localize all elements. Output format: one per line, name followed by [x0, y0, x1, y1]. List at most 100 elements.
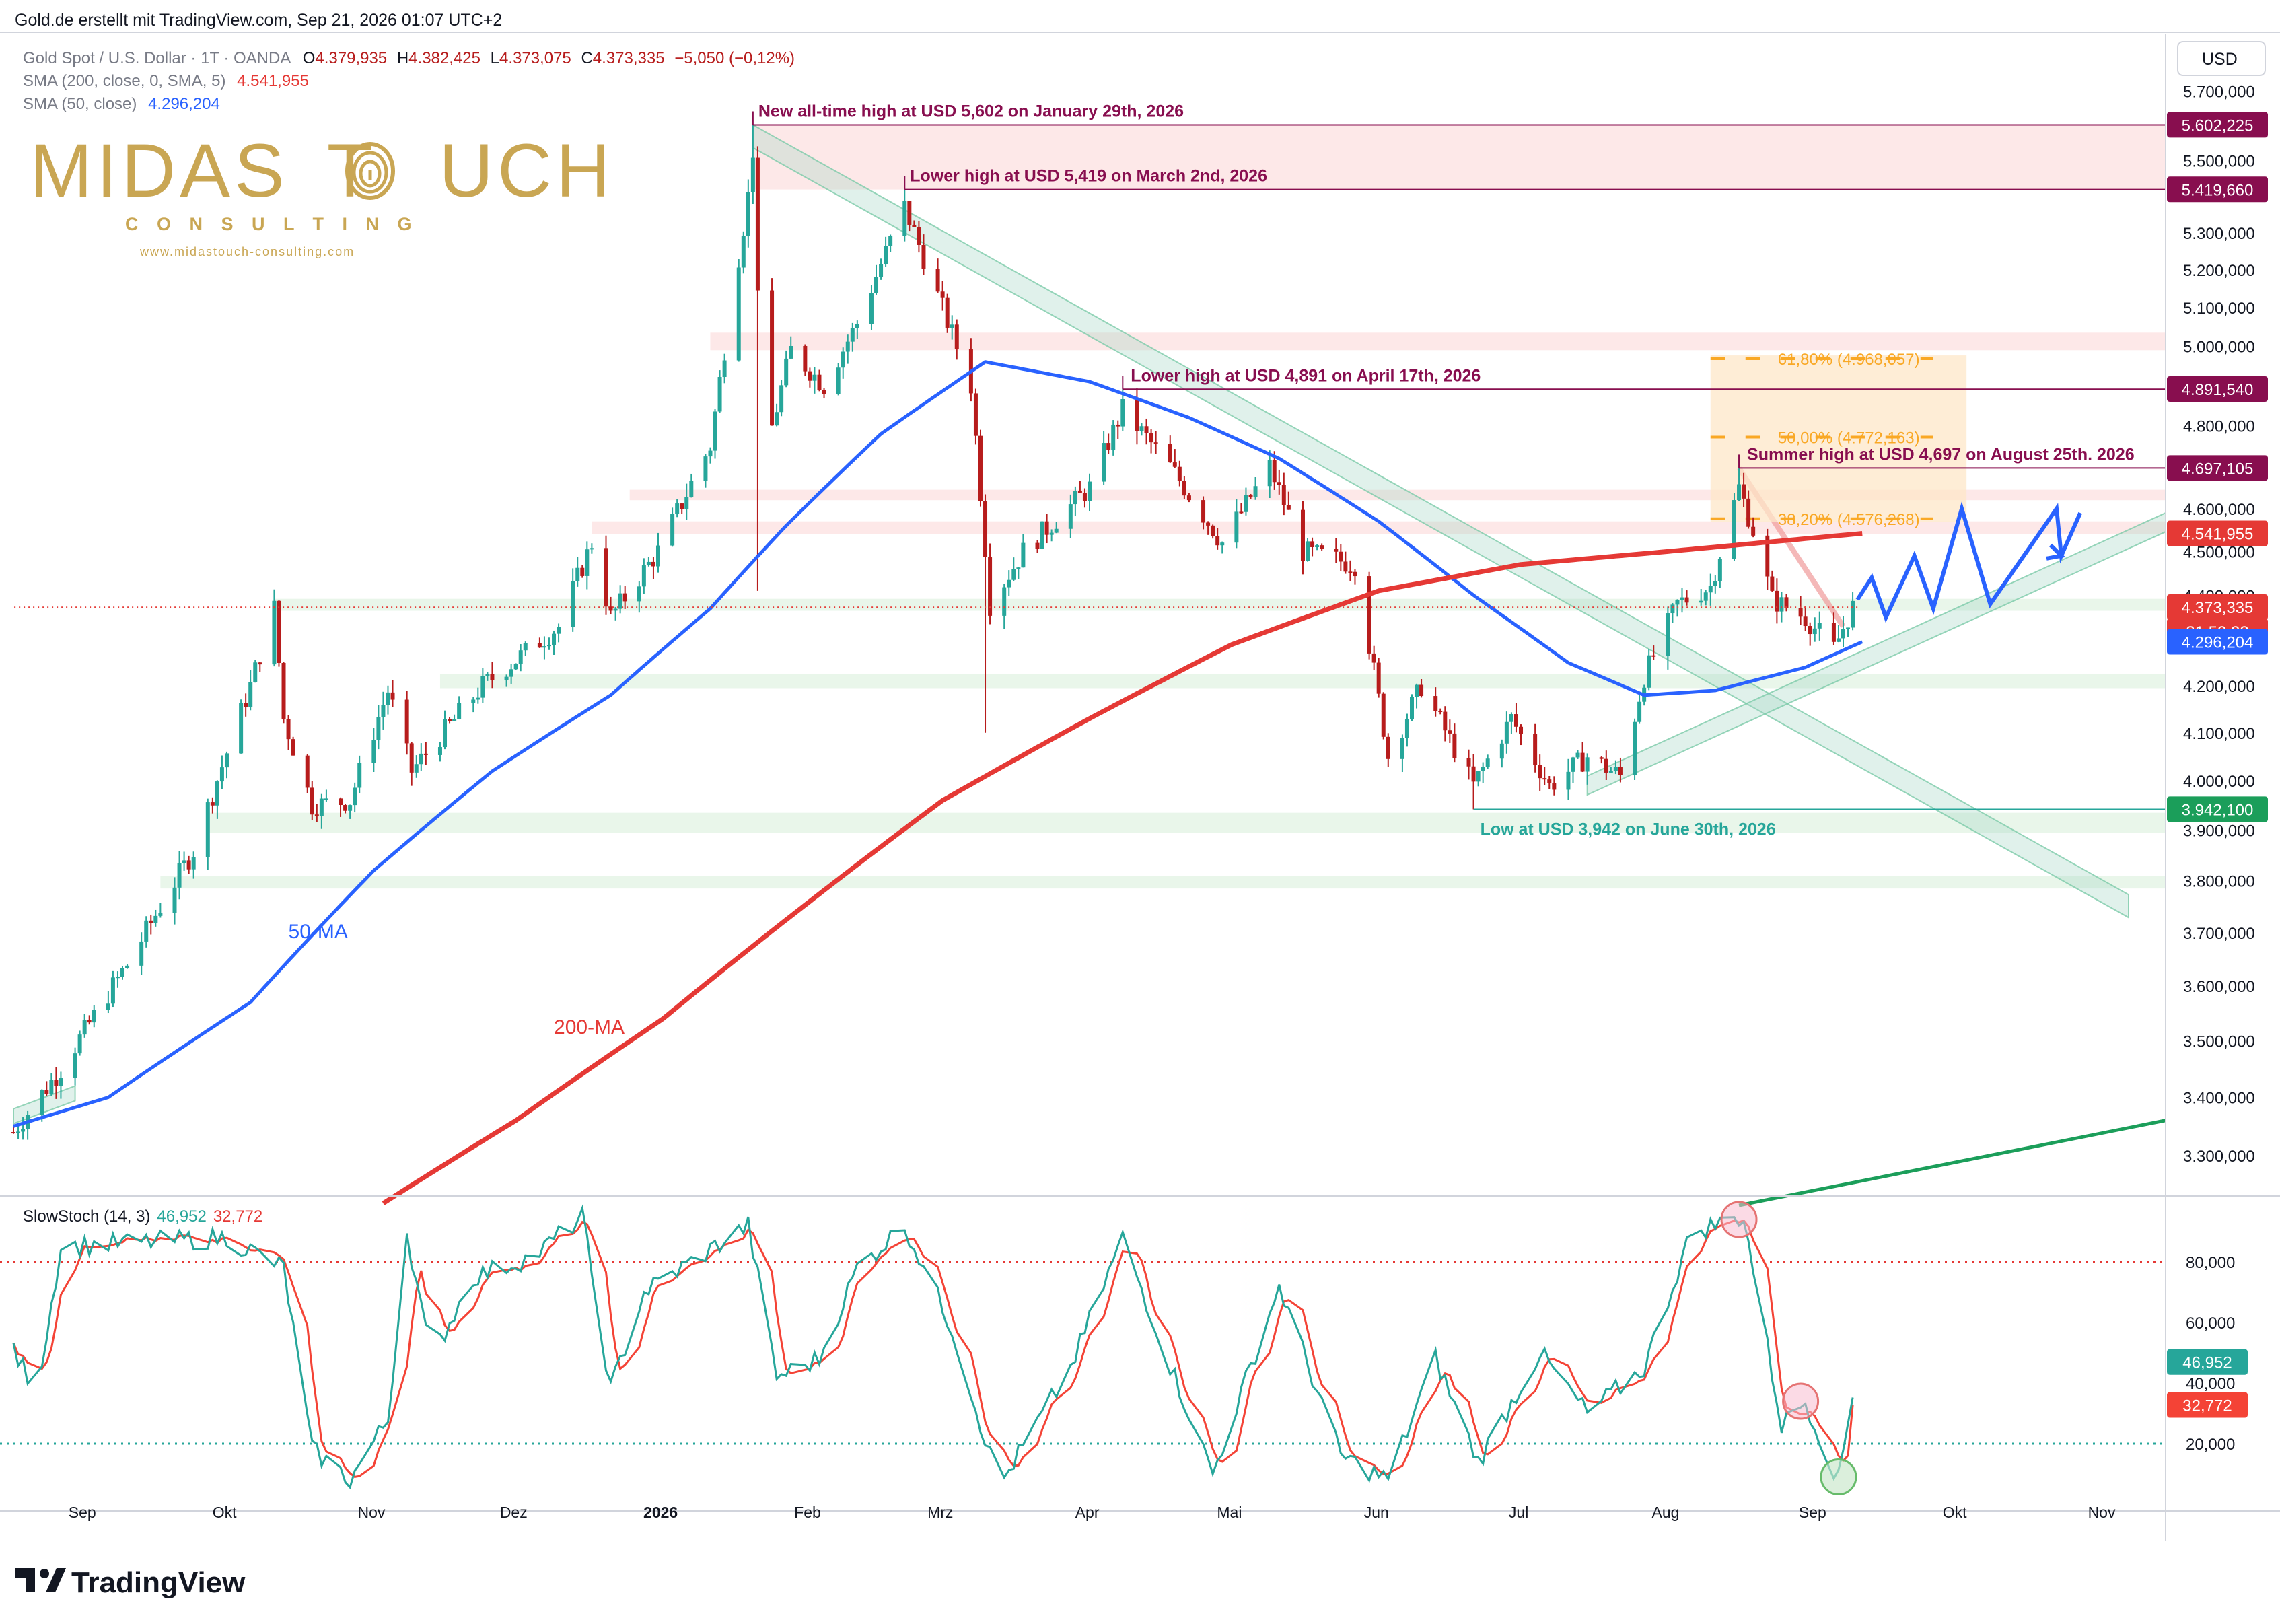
- candle-body: [1002, 587, 1007, 616]
- candle-body: [386, 692, 390, 705]
- sma50-badge-bg: [2167, 629, 2268, 655]
- candle-body: [622, 593, 627, 602]
- candle: [1509, 712, 1513, 734]
- candle: [1400, 734, 1404, 773]
- candle-body: [1566, 771, 1571, 790]
- candle: [1168, 435, 1172, 463]
- candle: [822, 388, 826, 399]
- currency-button[interactable]: [2177, 41, 2266, 76]
- candle: [443, 710, 448, 750]
- candle: [1286, 491, 1291, 510]
- candle: [845, 334, 850, 364]
- time-tick-label: Sep: [1799, 1504, 1826, 1521]
- candle-body: [1533, 733, 1538, 765]
- candle-body: [1182, 481, 1186, 496]
- candle-body: [888, 236, 893, 246]
- candle: [1348, 560, 1353, 581]
- candle: [717, 370, 722, 413]
- candle-body: [73, 1053, 77, 1078]
- price-tick-label: 4.800,000: [2183, 418, 2255, 436]
- candle-body: [912, 224, 917, 227]
- candle: [1415, 683, 1419, 709]
- candle-body: [1201, 500, 1206, 523]
- candle: [286, 715, 291, 750]
- candle-body: [1618, 767, 1623, 775]
- candle: [708, 447, 713, 464]
- candle-body: [419, 753, 423, 765]
- candle-body: [1277, 482, 1281, 485]
- candle-body: [907, 201, 912, 225]
- candle-body: [940, 291, 945, 298]
- candle-body: [115, 977, 120, 979]
- candle: [59, 1071, 63, 1099]
- candle: [437, 742, 442, 762]
- candle-body: [1044, 521, 1049, 535]
- last-price-badge: 4.373,335: [2182, 599, 2254, 617]
- candle: [1812, 617, 1817, 642]
- candle-body: [750, 157, 755, 192]
- sma50-legend-label: SMA (50, close): [23, 95, 137, 113]
- candle: [1732, 493, 1736, 562]
- price-tick-label: 4.000,000: [2183, 773, 2255, 791]
- candle: [1746, 490, 1751, 529]
- candle-body: [1120, 399, 1125, 427]
- candle: [978, 429, 983, 507]
- summer-high-badge: 4.697,105: [2182, 460, 2254, 478]
- candle-body: [305, 755, 310, 788]
- candle-body: [110, 977, 115, 1004]
- ohlc-open: 4.379,935: [315, 49, 387, 67]
- candle-body: [1077, 491, 1082, 493]
- candle: [604, 535, 608, 615]
- candle: [1220, 541, 1225, 554]
- midas-touch-logo: MIDAS T UCH C O N S U L T I N G www.midas…: [30, 129, 610, 258]
- candle-body: [1812, 628, 1817, 635]
- candle: [1717, 557, 1722, 588]
- candle: [153, 909, 158, 927]
- candle-body: [779, 385, 784, 413]
- candle-body: [82, 1020, 87, 1035]
- candle: [158, 903, 163, 918]
- candle: [1144, 418, 1149, 445]
- price-tick-label: 4.100,000: [2183, 725, 2255, 743]
- candle-body: [855, 324, 859, 328]
- candle-body: [954, 324, 959, 349]
- candle-body: [1466, 758, 1471, 767]
- candle-body: [1007, 579, 1011, 588]
- candle: [1798, 596, 1803, 625]
- candle-body: [490, 674, 495, 680]
- candle-body: [1409, 697, 1414, 719]
- candle: [1784, 594, 1789, 612]
- candle-body: [1149, 433, 1153, 443]
- stoch-tick-label: 20,000: [2186, 1436, 2235, 1454]
- candle-body: [1604, 758, 1608, 773]
- candle-body: [59, 1078, 63, 1086]
- lower-high-mar-badge: 5.419,660: [2182, 181, 2254, 199]
- candle-body: [191, 857, 196, 870]
- candle-body: [722, 360, 727, 378]
- candle-body: [504, 676, 509, 680]
- candle-body: [1670, 604, 1675, 614]
- candle-body: [106, 1003, 110, 1010]
- candle-body: [1315, 545, 1320, 547]
- candle-body: [921, 244, 926, 269]
- candle: [746, 179, 750, 248]
- moving-averages-layer: 50-MA 200-MA: [13, 360, 1863, 1205]
- candle-body: [1306, 541, 1310, 561]
- candle-body: [485, 674, 490, 676]
- candle-body: [552, 633, 557, 645]
- candle: [54, 1067, 59, 1099]
- candle-body: [978, 435, 983, 501]
- candle-body: [708, 450, 713, 457]
- candle-body: [1320, 545, 1324, 550]
- candle: [219, 755, 224, 789]
- time-tick-label: Apr: [1075, 1504, 1100, 1521]
- candle: [1751, 517, 1756, 538]
- candle: [651, 557, 655, 579]
- candle: [1580, 742, 1585, 773]
- candle-body: [54, 1080, 59, 1086]
- candle-body: [585, 549, 590, 576]
- resistance-zone: [752, 125, 2166, 190]
- candle: [1438, 708, 1443, 715]
- candle: [750, 125, 755, 204]
- candle-body: [1803, 616, 1808, 627]
